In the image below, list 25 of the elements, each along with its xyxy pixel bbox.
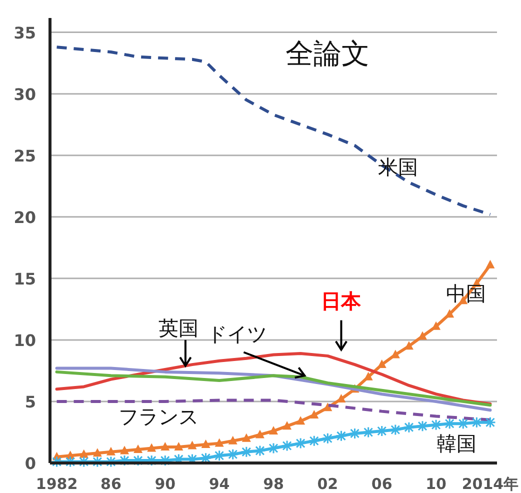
- y-tick-label: 20: [14, 208, 36, 227]
- x-tick-label: 06: [371, 475, 392, 493]
- y-tick-label: 35: [14, 23, 36, 42]
- y-tick-label: 30: [14, 84, 36, 104]
- x-tick-label: 1982: [36, 475, 78, 493]
- y-tick-label: 10: [14, 330, 36, 350]
- text: 日本: [321, 288, 362, 313]
- x-tick-label: 98: [263, 475, 284, 493]
- x-tick-label: 2014年: [462, 475, 519, 493]
- series-label: 英国: [158, 316, 199, 340]
- x-tick-label: 02: [317, 475, 338, 493]
- x-tick-label: 86: [100, 475, 122, 493]
- x-tick-label: 90: [154, 475, 176, 493]
- series-label: フランス: [118, 404, 198, 429]
- series-label: ドイツ: [206, 322, 267, 346]
- y-tick-label: 25: [14, 146, 36, 166]
- x-tick-label: 94: [208, 475, 230, 493]
- text: 全論文: [286, 37, 370, 70]
- y-tick-label: 5: [24, 392, 36, 412]
- series-label: 米国: [378, 154, 418, 179]
- x-tick-label: 10: [426, 475, 446, 493]
- y-tick-label: 15: [14, 269, 36, 288]
- series-label: 韓国: [436, 432, 476, 456]
- y-tick-label: 0: [24, 454, 36, 473]
- series-label: 中国: [446, 282, 486, 306]
